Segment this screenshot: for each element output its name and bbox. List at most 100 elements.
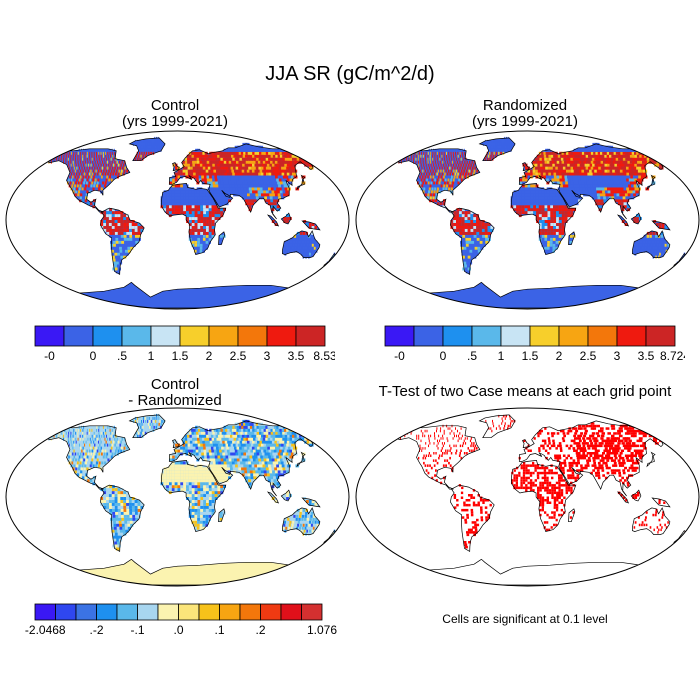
grid-cell [106, 485, 110, 489]
grid-cell [588, 190, 592, 194]
grid-cell [172, 163, 175, 167]
coastline-eurasia [518, 143, 671, 220]
grid-cell [283, 494, 287, 497]
grid-cell [301, 526, 304, 530]
grid-cell [200, 500, 204, 503]
grid-cell [105, 151, 106, 155]
grid-cell [442, 178, 444, 182]
grid-cell [187, 446, 191, 450]
grid-cell [208, 476, 212, 480]
grid-cell [294, 246, 297, 250]
grid-cell [169, 467, 172, 471]
grid-cell [86, 443, 88, 447]
grid-cell [213, 172, 217, 176]
grid-cell [71, 151, 72, 155]
grid-cell [421, 184, 424, 188]
grid-cell [532, 163, 536, 167]
grid-cell [205, 237, 209, 241]
grid-cell [109, 443, 111, 447]
grid-cell [253, 166, 258, 170]
grid-cell [197, 243, 200, 247]
grid-cell [126, 505, 130, 509]
grid-cell [67, 437, 69, 441]
grid-cell [197, 497, 201, 500]
grid-cell [654, 163, 659, 167]
grid-cell [458, 169, 460, 173]
grid-cell [257, 169, 261, 173]
grid-cell [89, 202, 93, 206]
grid-cell [279, 190, 284, 194]
grid-cell [601, 175, 605, 179]
grid-cell [247, 193, 251, 197]
grid-cell [274, 160, 280, 164]
grid-cell [238, 437, 243, 441]
grid-cell [72, 175, 74, 179]
grid-cell [218, 160, 223, 164]
grid-cell [276, 440, 282, 444]
grid-cell [574, 172, 578, 176]
grid-cell [541, 231, 545, 235]
grid-cell [213, 473, 217, 477]
grid-cell [587, 157, 591, 161]
grid-cell [467, 225, 471, 229]
grid-cell [197, 520, 200, 524]
grid-cell [283, 523, 286, 527]
grid-cell [552, 240, 556, 244]
grid-cell [282, 190, 286, 194]
grid-cell [631, 187, 636, 191]
grid-cell [79, 434, 81, 438]
grid-cell [205, 243, 209, 247]
grid-cell [438, 181, 441, 185]
grid-cell [114, 264, 118, 268]
grid-cell [535, 190, 539, 194]
grid-cell [288, 526, 290, 530]
grid-cell [455, 169, 458, 173]
grid-cell [638, 246, 641, 250]
grid-cell [461, 148, 463, 152]
grid-cell [555, 246, 558, 250]
grid-cell [538, 187, 542, 191]
grid-cell [123, 502, 127, 506]
grid-cell [598, 160, 602, 164]
grid-cell [642, 160, 647, 164]
grid-cell [560, 184, 564, 188]
grid-cell [217, 217, 221, 220]
grid-cell [306, 151, 313, 155]
grid-cell [211, 511, 215, 515]
grid-cell [174, 178, 178, 182]
grid-cell [519, 178, 523, 182]
grid-cell [63, 157, 64, 161]
grid-cell [77, 181, 80, 185]
grid-cell [111, 505, 115, 509]
grid-cell [442, 205, 445, 209]
grid-cell [194, 157, 197, 161]
grid-cell [283, 217, 287, 220]
grid-cell [270, 187, 275, 191]
grid-cell [600, 151, 605, 155]
grid-cell [209, 175, 213, 179]
grid-cell [570, 214, 574, 218]
grid-cell [169, 485, 172, 489]
grid-cell [120, 214, 124, 218]
grid-cell [103, 446, 105, 450]
grid-cell [256, 157, 261, 161]
grid-cell [197, 511, 201, 515]
grid-cell [463, 246, 467, 250]
grid-cell [588, 160, 593, 164]
grid-cell [203, 494, 207, 497]
grid-cell [218, 187, 222, 191]
grid-cell [460, 157, 462, 161]
grid-cell [186, 211, 189, 215]
grid-cell [622, 184, 627, 188]
grid-cell [182, 461, 186, 465]
grid-cell [261, 431, 266, 435]
grid-cell [65, 437, 67, 441]
grid-cell [203, 157, 207, 161]
grid-cell [287, 160, 292, 164]
grid-cell [109, 160, 111, 164]
grid-cell [443, 184, 446, 188]
grid-cell [274, 467, 278, 471]
grid-cell [634, 178, 638, 182]
grid-cell [197, 148, 201, 152]
grid-cell [199, 520, 203, 524]
